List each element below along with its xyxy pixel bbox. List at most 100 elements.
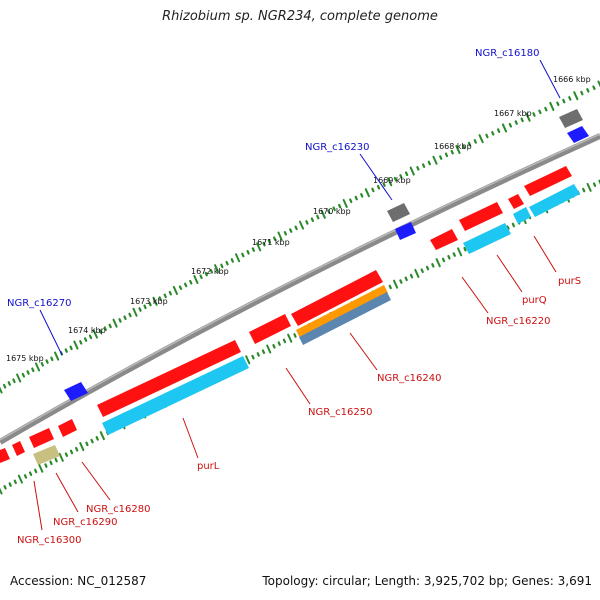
outer-tick [128, 312, 132, 318]
outer-tick [34, 362, 41, 372]
outer-tick [12, 378, 16, 384]
inner-tick [85, 441, 89, 447]
gene-arrow-blue [395, 222, 416, 240]
feature-small-red-1[interactable] [508, 194, 524, 209]
inner-tick [0, 487, 3, 495]
gene-label-NGR_c16180[interactable]: NGR_c16180 [475, 48, 540, 59]
outer-tick [69, 345, 73, 351]
feature-purL-cyan[interactable] [102, 356, 249, 435]
outer-tick [360, 193, 364, 198]
outer-tick [342, 198, 348, 208]
gene-label-purQ[interactable]: purQ [522, 295, 547, 306]
outer-tick [597, 80, 600, 88]
outer-tick [193, 275, 199, 285]
scale-label-1671: 1671 kbp [252, 238, 290, 247]
gene-arrow-blue [64, 382, 88, 401]
outer-tick [491, 131, 495, 136]
outer-tick [371, 187, 375, 193]
inner-tick [457, 247, 463, 257]
gene-label-purL[interactable]: purL [197, 461, 220, 472]
outer-tick [294, 225, 298, 231]
outer-tick [327, 209, 331, 214]
outer-tick [172, 285, 178, 295]
outer-tick [234, 253, 241, 263]
outer-tick [21, 372, 26, 378]
scale-label-1669: 1669 kbp [373, 176, 411, 185]
inner-tick [399, 279, 403, 284]
outer-tick [40, 361, 44, 367]
feature-purQ-red[interactable] [459, 202, 503, 231]
outer-tick [183, 282, 188, 288]
outer-tick [478, 134, 484, 144]
outer-tick [178, 285, 183, 290]
outer-tick [7, 381, 11, 386]
inner-tick [506, 225, 510, 230]
genome-backbone [0, 133, 600, 445]
feature-purS-cyan[interactable] [513, 184, 580, 224]
outer-tick [0, 386, 3, 394]
outer-tick [427, 160, 431, 166]
inner-tick [58, 452, 64, 462]
inner-tick [447, 254, 451, 260]
inner-tick [431, 263, 435, 268]
outer-tick [508, 122, 513, 128]
gene-label-NGR_c16290[interactable]: NGR_c16290 [53, 517, 118, 528]
outer-tick [316, 214, 320, 220]
outer-tick [467, 141, 472, 147]
feature-NGR_c16290-khaki[interactable] [33, 445, 60, 465]
gene-label-NGR_c16280[interactable]: NGR_c16280 [86, 504, 151, 515]
outer-tick [520, 117, 524, 123]
feature-NGR_c16220-red[interactable] [430, 229, 458, 250]
gene-label-NGR_c16240[interactable]: NGR_c16240 [377, 373, 442, 384]
inner-tick [99, 431, 105, 441]
scale-label-1670: 1670 kbp [313, 207, 351, 216]
outer-tick [532, 112, 536, 117]
feature-purQ-cyan[interactable] [463, 223, 511, 254]
outer-tick [251, 247, 256, 252]
feature-NGR_c16240-red[interactable] [291, 270, 383, 326]
inner-tick [79, 442, 85, 452]
feature-NGR_c16240-bars[interactable] [296, 285, 391, 345]
outer-tick [26, 370, 30, 375]
outer-tick [580, 90, 584, 96]
outer-tick [549, 101, 555, 111]
feature-purL-red[interactable] [97, 340, 241, 417]
scale-label-1673: 1673 kbp [130, 297, 168, 306]
inner-tick [54, 457, 58, 463]
gene-label-NGR_c16300[interactable]: NGR_c16300 [17, 535, 82, 546]
outer-tick [586, 88, 590, 93]
outer-tick [209, 269, 214, 274]
inner-tick [435, 258, 441, 268]
feature-purS-red[interactable] [524, 166, 572, 196]
gene-label-NGR_c16230[interactable]: NGR_c16230 [305, 142, 370, 153]
outer-tick [409, 166, 415, 176]
outer-tick [439, 155, 443, 160]
outer-tick [404, 171, 409, 177]
inner-tick [272, 344, 276, 349]
feature-NGR_c16180[interactable] [559, 109, 589, 143]
scale-label-1667: 1667 kbp [494, 109, 532, 118]
outer-tick [241, 252, 245, 258]
feature-NGR_c16230[interactable] [387, 203, 416, 240]
outer-tick [538, 109, 542, 115]
page-title: Rhizobium sp. NGR234, complete genome [162, 9, 438, 24]
inner-tick [95, 436, 99, 441]
inner-tick [586, 182, 592, 192]
outer-tick [283, 230, 288, 236]
outer-tick [455, 144, 461, 154]
outer-tick [189, 279, 193, 285]
outer-tick [199, 274, 203, 280]
feature-NGR_c16250-red[interactable] [249, 314, 291, 344]
gene-label-NGR_c16270[interactable]: NGR_c16270 [7, 298, 72, 309]
outer-tick [83, 337, 88, 342]
feature-NGR_c16270[interactable] [64, 382, 88, 401]
outer-tick [98, 329, 102, 334]
inner-tick [404, 276, 408, 282]
gene-label-NGR_c16220[interactable]: NGR_c16220 [486, 316, 551, 327]
outer-tick [387, 177, 393, 187]
feature-NGR_c16280-red[interactable] [0, 419, 77, 463]
inner-tick [582, 187, 586, 193]
gene-label-purS[interactable]: purS [558, 276, 581, 287]
gene-label-NGR_c16250[interactable]: NGR_c16250 [308, 407, 373, 418]
